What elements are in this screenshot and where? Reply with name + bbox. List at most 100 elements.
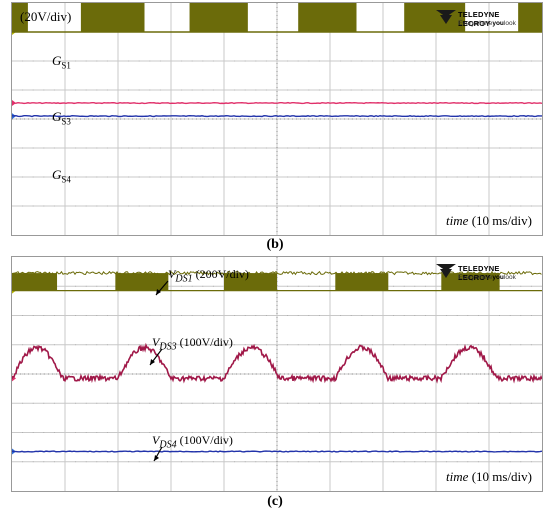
grid-dot — [393, 60, 395, 62]
grid-dot — [530, 373, 532, 375]
grid-dot — [371, 89, 373, 91]
grid-dot — [424, 315, 426, 316]
grid-dot — [509, 373, 511, 375]
grid-dot — [287, 432, 289, 433]
grid-dot — [520, 60, 522, 62]
grid-dot — [530, 432, 532, 433]
trace-burst — [12, 3, 28, 32]
grid-dot — [308, 461, 310, 463]
grid-dot — [96, 461, 98, 463]
grid-dot — [520, 176, 522, 178]
grid-dot — [96, 147, 98, 149]
grid-dot — [530, 60, 532, 62]
grid-dot — [191, 60, 193, 62]
grid-dot — [520, 315, 522, 316]
grid-dot — [106, 344, 108, 346]
grid-dot — [414, 373, 416, 375]
grid-dot — [32, 147, 34, 149]
grid-dot — [43, 432, 45, 433]
grid-dot — [191, 402, 193, 404]
grid-dot — [138, 432, 140, 433]
grid-dot — [255, 344, 257, 346]
grid-dot — [234, 176, 236, 178]
grid-dot — [361, 147, 363, 149]
grid-dot — [318, 432, 320, 433]
grid-dot — [467, 89, 469, 91]
grid-dot — [403, 147, 405, 149]
grid-dot — [159, 373, 161, 375]
grid-dot — [456, 60, 458, 62]
grid-dot — [403, 176, 405, 178]
grid-dot — [53, 176, 55, 178]
grid-dot — [106, 176, 108, 178]
grid-dot — [456, 373, 458, 375]
grid-dot — [96, 89, 98, 91]
grid-dot — [75, 285, 77, 287]
grid-dot — [414, 89, 416, 91]
grid-dot — [446, 176, 448, 178]
grid-dot — [414, 461, 416, 463]
grid-dot — [202, 402, 204, 404]
grid-dot — [499, 461, 501, 463]
grid-dot — [499, 60, 501, 62]
grid-dot — [361, 205, 363, 207]
grid-dot — [128, 176, 130, 178]
grid-dot — [520, 432, 522, 433]
trace-burst — [224, 273, 277, 291]
grid-dot — [297, 89, 299, 91]
grid-dot — [234, 89, 236, 91]
grid-dot — [477, 205, 479, 207]
grid-dot — [297, 205, 299, 207]
grid-dot — [350, 205, 352, 207]
grid-dot — [509, 89, 511, 91]
grid-dot — [265, 373, 267, 375]
grid-dot — [297, 176, 299, 178]
grid-dot — [308, 315, 310, 316]
grid-dot — [530, 461, 532, 463]
grid-dot — [393, 147, 395, 149]
annotation-arrowhead — [154, 455, 159, 461]
grid-dot — [340, 461, 342, 463]
grid-dot — [96, 118, 98, 120]
trace-burst — [12, 273, 58, 291]
grid-dot — [265, 147, 267, 149]
grid-dot — [265, 60, 267, 62]
teledyne-logo-c: TELEDYNE LECROY Everywhereyoulook — [436, 263, 534, 285]
grid-dot — [340, 89, 342, 91]
grid-dot — [149, 432, 151, 433]
grid-dot — [456, 461, 458, 463]
grid-dot — [244, 402, 246, 404]
grid-dot — [53, 60, 55, 62]
grid-dot — [393, 344, 395, 346]
grid-dot — [212, 89, 214, 91]
grid-dot — [350, 344, 352, 346]
grid-dot — [371, 432, 373, 433]
grid-dot — [85, 118, 87, 120]
grid-dot — [297, 60, 299, 62]
grid-dot — [22, 432, 24, 433]
grid-dot — [308, 402, 310, 404]
grid-dot — [234, 402, 236, 404]
grid-dot — [181, 285, 183, 287]
scope-panel-c: TELEDYNE LECROY Everywhereyoulook VDS1 (… — [11, 256, 543, 492]
grid-dot — [318, 402, 320, 404]
grid-dot — [106, 60, 108, 62]
grid-dot — [85, 432, 87, 433]
grid-dot — [477, 89, 479, 91]
grid-dot — [234, 373, 236, 375]
grid-dot — [181, 315, 183, 316]
grid-dot — [75, 205, 77, 207]
grid-dot — [403, 402, 405, 404]
grid-dot — [477, 315, 479, 316]
grid-dot — [499, 344, 501, 346]
grid-dot — [403, 205, 405, 207]
grid-dot — [371, 205, 373, 207]
grid-dot — [530, 402, 532, 404]
time-label-b: time (10 ms/div) — [446, 213, 532, 228]
grid-dot — [318, 315, 320, 316]
grid-dot — [530, 285, 532, 287]
grid-dot — [350, 60, 352, 62]
grid-dot — [297, 315, 299, 316]
grid-dot — [403, 373, 405, 375]
grid-dot — [318, 60, 320, 62]
